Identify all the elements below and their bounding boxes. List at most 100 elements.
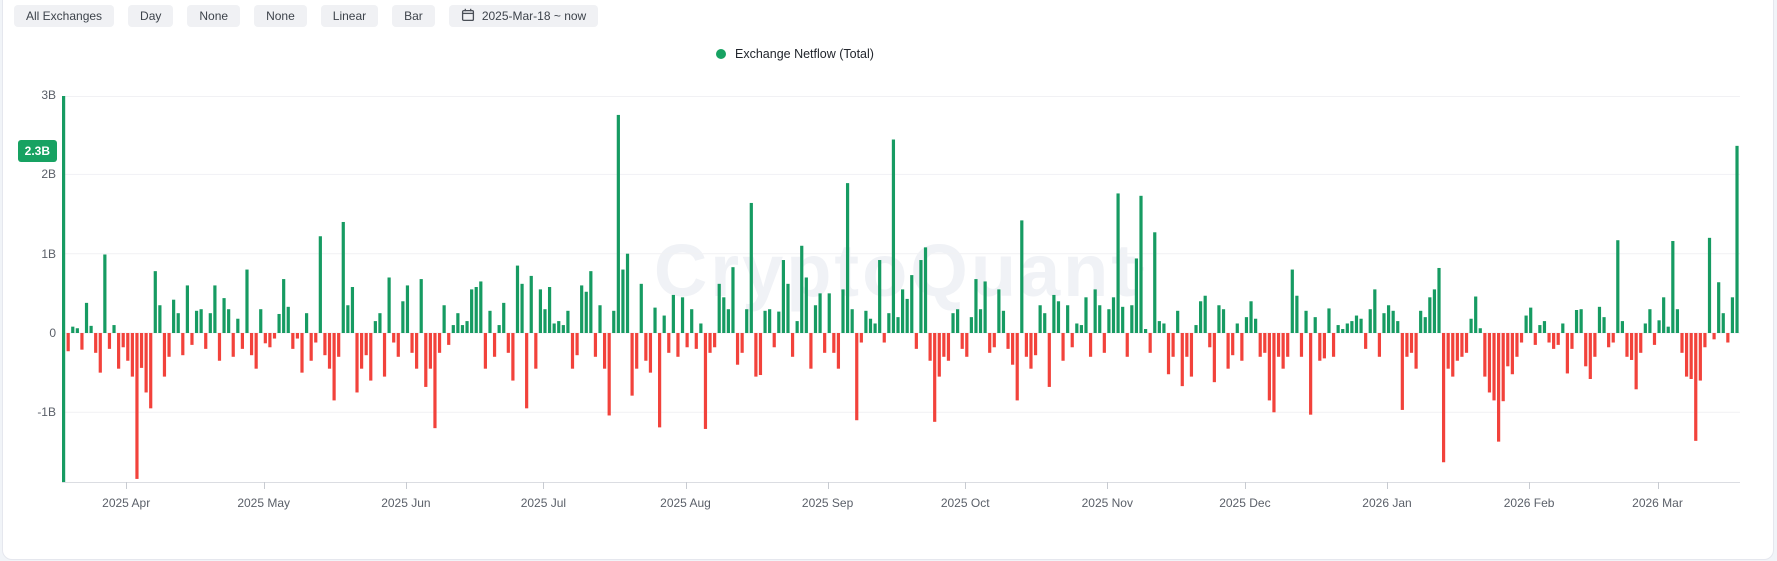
netflow-bar[interactable]	[130, 333, 134, 377]
netflow-bar[interactable]	[465, 321, 469, 333]
netflow-bar[interactable]	[1519, 333, 1524, 343]
date-range-button[interactable]: 2025-Mar-18 ~ now	[448, 5, 599, 27]
netflow-bar[interactable]	[1309, 333, 1313, 415]
netflow-bar[interactable]	[1272, 333, 1276, 413]
netflow-bar[interactable]	[1093, 289, 1097, 333]
netflow-bar[interactable]	[1721, 313, 1725, 333]
netflow-bar[interactable]	[497, 325, 501, 333]
netflow-bar-chart[interactable]	[62, 96, 1740, 482]
netflow-bar[interactable]	[506, 333, 510, 353]
netflow-bar[interactable]	[1139, 195, 1143, 333]
netflow-bar[interactable]	[415, 333, 419, 369]
netflow-bar[interactable]	[199, 309, 203, 333]
netflow-bar[interactable]	[928, 333, 932, 361]
netflow-bar[interactable]	[1579, 309, 1583, 333]
netflow-bar[interactable]	[1405, 333, 1409, 357]
netflow-bar[interactable]	[1396, 321, 1400, 333]
netflow-bar[interactable]	[337, 333, 341, 357]
netflow-bar[interactable]	[66, 333, 70, 352]
netflow-bar[interactable]	[625, 253, 630, 333]
netflow-bar[interactable]	[1084, 297, 1088, 333]
netflow-bar[interactable]	[997, 289, 1001, 333]
netflow-bar[interactable]	[470, 289, 474, 333]
netflow-bar[interactable]	[1542, 321, 1547, 333]
netflow-bar[interactable]	[103, 254, 107, 333]
netflow-bar[interactable]	[1212, 333, 1216, 383]
netflow-bar[interactable]	[713, 333, 717, 348]
netflow-bar[interactable]	[790, 333, 795, 357]
netflow-bar[interactable]	[1497, 333, 1501, 442]
netflow-bar[interactable]	[965, 333, 969, 357]
netflow-bar[interactable]	[1116, 193, 1120, 333]
netflow-bar[interactable]	[749, 202, 753, 333]
netflow-bar[interactable]	[1024, 333, 1028, 357]
netflow-bar[interactable]	[859, 333, 863, 343]
netflow-bar[interactable]	[309, 333, 313, 361]
netflow-bar[interactable]	[185, 285, 189, 333]
netflow-bar[interactable]	[1607, 333, 1611, 348]
netflow-bar[interactable]	[1070, 333, 1074, 348]
netflow-bar[interactable]	[813, 305, 818, 333]
netflow-bar[interactable]	[988, 333, 992, 353]
netflow-bar[interactable]	[515, 265, 520, 333]
netflow-bar[interactable]	[1098, 305, 1102, 333]
netflow-bar[interactable]	[89, 325, 93, 333]
netflow-bar[interactable]	[286, 306, 290, 333]
netflow-bar[interactable]	[456, 313, 460, 333]
netflow-bar[interactable]	[1584, 333, 1588, 367]
netflow-bar[interactable]	[1267, 333, 1271, 401]
netflow-bar[interactable]	[703, 333, 708, 429]
netflow-bar[interactable]	[1171, 333, 1175, 357]
netflow-bar[interactable]	[1717, 282, 1721, 333]
netflow-bar[interactable]	[369, 333, 373, 381]
netflow-bar[interactable]	[236, 318, 240, 333]
netflow-bar[interactable]	[245, 269, 249, 333]
netflow-bar[interactable]	[1125, 333, 1129, 357]
netflow-bar[interactable]	[1189, 333, 1194, 377]
netflow-bar[interactable]	[1643, 323, 1647, 333]
netflow-bar[interactable]	[896, 317, 900, 333]
netflow-bar[interactable]	[868, 318, 873, 333]
netflow-bar[interactable]	[1203, 295, 1207, 333]
netflow-bar[interactable]	[1625, 333, 1629, 357]
netflow-bar[interactable]	[644, 333, 648, 361]
netflow-bar[interactable]	[566, 310, 570, 333]
netflow-bar[interactable]	[1698, 333, 1702, 381]
netflow-bar[interactable]	[653, 307, 657, 333]
netflow-bar[interactable]	[1707, 237, 1712, 333]
netflow-bar[interactable]	[1134, 258, 1139, 333]
netflow-bar[interactable]	[1263, 333, 1267, 353]
netflow-bar[interactable]	[1735, 145, 1739, 333]
netflow-bar[interactable]	[1166, 333, 1171, 375]
netflow-bar[interactable]	[1400, 333, 1404, 410]
netflow-bar[interactable]	[1561, 323, 1565, 333]
netflow-bar[interactable]	[1194, 325, 1198, 333]
netflow-bar[interactable]	[479, 281, 483, 333]
netflow-bar[interactable]	[891, 139, 896, 333]
netflow-bar[interactable]	[1331, 333, 1336, 357]
netflow-bar[interactable]	[1446, 333, 1450, 369]
netflow-bar[interactable]	[1249, 301, 1253, 333]
netflow-bar[interactable]	[1373, 289, 1377, 333]
netflow-bar[interactable]	[621, 269, 625, 333]
netflow-bar[interactable]	[1299, 333, 1304, 357]
netflow-bar[interactable]	[1180, 333, 1184, 387]
netflow-bar[interactable]	[598, 305, 602, 333]
netflow-bar[interactable]	[1327, 308, 1331, 333]
netflow-bar[interactable]	[1088, 333, 1093, 357]
netflow-bar[interactable]	[818, 293, 822, 333]
netflow-bar[interactable]	[1240, 333, 1244, 361]
netflow-bar[interactable]	[1382, 313, 1386, 333]
indicator-button-1[interactable]: None	[187, 5, 241, 27]
netflow-bar[interactable]	[1419, 310, 1423, 333]
netflow-bar[interactable]	[630, 333, 634, 396]
netflow-bar[interactable]	[635, 333, 639, 369]
netflow-bar[interactable]	[1304, 310, 1308, 333]
netflow-bar[interactable]	[268, 333, 272, 348]
netflow-bar[interactable]	[149, 333, 153, 409]
netflow-bar[interactable]	[364, 333, 368, 356]
netflow-bar[interactable]	[1217, 305, 1221, 333]
netflow-bar[interactable]	[227, 309, 231, 333]
netflow-bar[interactable]	[937, 333, 941, 377]
netflow-bar[interactable]	[107, 333, 112, 349]
